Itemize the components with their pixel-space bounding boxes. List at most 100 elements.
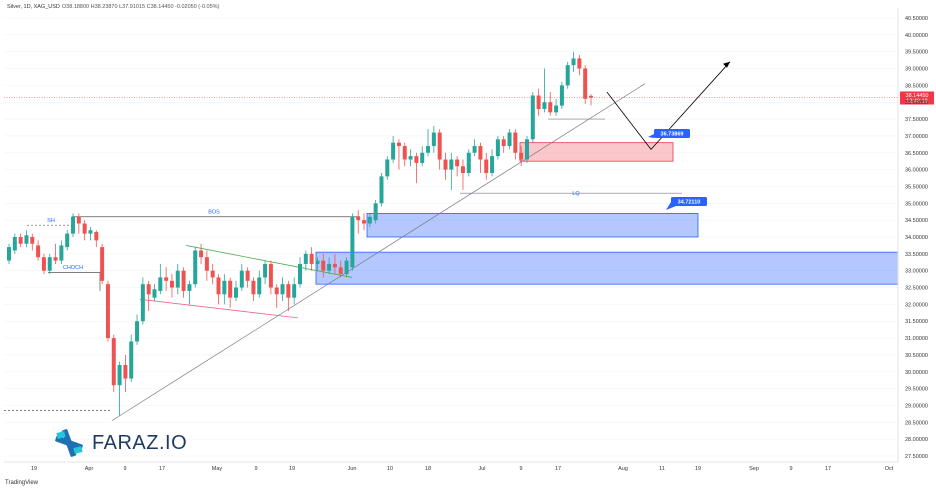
candle-body[interactable] — [472, 146, 477, 153]
candle-body[interactable] — [332, 263, 337, 268]
candle-body[interactable] — [356, 216, 361, 221]
candle-body[interactable] — [164, 277, 169, 281]
candle-body[interactable] — [245, 270, 250, 281]
candle-body[interactable] — [530, 95, 535, 140]
candle-body[interactable] — [193, 250, 198, 285]
candle-body[interactable] — [268, 263, 273, 288]
candle-body[interactable] — [100, 247, 105, 281]
time-axis[interactable]: 19 Apr 9 17 May 9 19 Jun 10 18 Jul 9 17 Aug 11 19 Sep 9 17… — [4, 461, 898, 472]
candle-body[interactable] — [146, 284, 151, 295]
candle-body[interactable] — [396, 142, 401, 147]
candle-body[interactable] — [105, 284, 110, 339]
candle-body[interactable] — [495, 139, 500, 157]
candle-body[interactable] — [513, 132, 518, 153]
candle-body[interactable] — [181, 270, 186, 291]
candle-body[interactable] — [327, 263, 332, 271]
candle-body[interactable] — [565, 65, 570, 86]
candle-body[interactable] — [362, 220, 367, 224]
candle-body[interactable] — [257, 277, 262, 295]
candle-body[interactable] — [286, 284, 291, 298]
candle-body[interactable] — [71, 216, 76, 234]
candle-body[interactable] — [315, 260, 320, 264]
candle-body[interactable] — [350, 216, 355, 268]
candle-body[interactable] — [175, 270, 180, 288]
candle-body[interactable] — [507, 132, 512, 147]
candle-body[interactable] — [263, 263, 268, 278]
candles[interactable] — [7, 51, 593, 416]
candle-body[interactable] — [338, 267, 343, 275]
candle-body[interactable] — [12, 237, 17, 251]
candle-body[interactable] — [385, 159, 390, 177]
candle-body[interactable] — [309, 253, 314, 264]
candle-body[interactable] — [460, 166, 465, 173]
candle-body[interactable] — [455, 159, 460, 167]
candle-body[interactable] — [88, 230, 93, 234]
candle-body[interactable] — [437, 132, 442, 160]
candle-body[interactable] — [274, 287, 279, 295]
symbol-label[interactable]: Silver, 1D, XAG_USD — [7, 4, 60, 10]
candle-body[interactable] — [344, 260, 349, 275]
candle-body[interactable] — [484, 159, 489, 173]
candle-body[interactable] — [554, 105, 559, 113]
candle-body[interactable] — [321, 260, 326, 271]
candle-body[interactable] — [490, 156, 495, 173]
candle-body[interactable] — [228, 280, 233, 298]
candle-body[interactable] — [140, 284, 145, 322]
candle-body[interactable] — [373, 203, 378, 221]
candle-body[interactable] — [41, 257, 46, 271]
candle-body[interactable] — [135, 321, 140, 342]
candle-body[interactable] — [414, 156, 419, 163]
candle-body[interactable] — [123, 365, 128, 379]
candle-body[interactable] — [65, 233, 70, 248]
candle-body[interactable] — [210, 270, 215, 278]
candle-body[interactable] — [47, 257, 52, 271]
candle-body[interactable] — [391, 142, 396, 160]
price-axis[interactable]: 40.50000 40.00000 39.50000 39.00000 38.50000… — [897, 8, 928, 462]
candle-body[interactable] — [117, 365, 122, 386]
candle-body[interactable] — [426, 146, 431, 153]
candle-body[interactable] — [478, 146, 483, 160]
candle-body[interactable] — [548, 102, 553, 113]
tradingview-label[interactable]: TradingView — [5, 480, 39, 486]
candle-body[interactable] — [466, 152, 471, 173]
candle-body[interactable] — [571, 58, 576, 66]
candle-body[interactable] — [280, 284, 285, 295]
candle-body[interactable] — [589, 95, 593, 98]
candle-body[interactable] — [542, 102, 547, 109]
candle-body[interactable] — [94, 231, 99, 241]
candle-body[interactable] — [524, 139, 529, 160]
candle-body[interactable] — [36, 245, 41, 258]
candle-body[interactable] — [577, 58, 582, 69]
tradingview-footer[interactable]: TradingView — [5, 480, 38, 486]
candle-body[interactable] — [222, 280, 227, 295]
candle-body[interactable] — [233, 287, 238, 298]
candle-body[interactable] — [24, 235, 29, 244]
candle-body[interactable] — [30, 237, 35, 244]
candle-body[interactable] — [59, 245, 64, 261]
candle-body[interactable] — [292, 284, 297, 298]
candle-body[interactable] — [449, 159, 454, 170]
candle-body[interactable] — [379, 176, 384, 204]
candle-body[interactable] — [536, 95, 541, 109]
candle-body[interactable] — [76, 216, 81, 224]
candle-body[interactable] — [158, 277, 163, 291]
candle-body[interactable] — [443, 159, 448, 170]
candle-body[interactable] — [152, 289, 157, 298]
candle-body[interactable] — [420, 152, 425, 163]
candle-body[interactable] — [82, 223, 87, 234]
candle-body[interactable] — [239, 270, 244, 288]
candle-body[interactable] — [298, 263, 302, 285]
candle-body[interactable] — [216, 277, 221, 295]
candle-body[interactable] — [169, 280, 174, 288]
candle-body[interactable] — [559, 85, 564, 106]
candle-body[interactable] — [501, 139, 506, 147]
candle-body[interactable] — [431, 132, 436, 147]
candle-body[interactable] — [367, 216, 372, 224]
candle-body[interactable] — [18, 237, 23, 244]
candle-body[interactable] — [7, 247, 11, 261]
candle-body[interactable] — [204, 257, 209, 271]
candle-body[interactable] — [53, 257, 58, 261]
candle-body[interactable] — [129, 341, 134, 379]
candle-body[interactable] — [402, 146, 407, 160]
